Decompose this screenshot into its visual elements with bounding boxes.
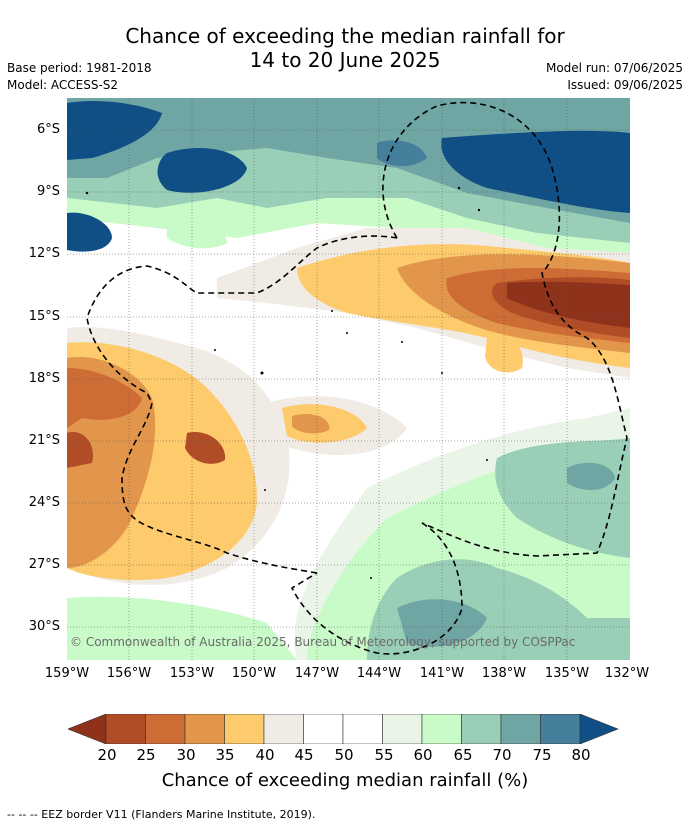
colorbar-segment (540, 714, 581, 744)
colorbar-segments (68, 714, 619, 744)
colorbar-tick-60: 60 (413, 746, 433, 764)
wet-band-north-teal (67, 98, 630, 223)
map-title-line2: 14 to 20 June 2025 (249, 48, 441, 72)
colorbar (68, 714, 619, 744)
dry-west-core2 (185, 432, 226, 464)
blue-core-east2 (377, 140, 427, 167)
dry-west-darkorange (67, 368, 142, 428)
model-name-text: Model: ACCESS-S2 (7, 78, 119, 92)
wet-east-teal (567, 462, 615, 490)
colorbar-segment (224, 714, 265, 744)
colorbar-tick-45: 45 (294, 746, 314, 764)
colorbar-tick-25: 25 (136, 746, 156, 764)
lat-label-12s: 12°S (28, 246, 60, 261)
colorbar-segment (461, 714, 502, 744)
colorbar-tick-75: 75 (532, 746, 552, 764)
lon-label-132w: 132°W (604, 666, 650, 681)
lat-label-18s: 18°S (28, 371, 60, 386)
colorbar-tick-70: 70 (492, 746, 512, 764)
lon-label-141w: 141°W (419, 666, 465, 681)
colorbar-segment (145, 714, 186, 744)
colorbar-segment (105, 714, 146, 744)
colorbar-segment (500, 714, 541, 744)
wet-band-north-green-patch (167, 224, 227, 249)
eez-footnote: -- -- -- EEZ border V11 (Flanders Marine… (7, 808, 316, 821)
colorbar-tick-65: 65 (453, 746, 473, 764)
lon-label-144w: 144°W (356, 666, 402, 681)
colorbar-tick-80: 80 (571, 746, 591, 764)
colorbar-segment (303, 714, 344, 744)
lon-label-153w: 153°W (169, 666, 215, 681)
lon-label-135w: 135°W (544, 666, 590, 681)
lat-label-30s: 30°S (28, 619, 60, 634)
rainfall-probability-map: © Commonwealth of Australia 2025, Bureau… (67, 98, 630, 660)
island-markers (85, 186, 488, 579)
colorbar-segment (263, 714, 304, 744)
lat-label-27s: 27°S (28, 557, 60, 572)
colorbar-extend-high (579, 714, 619, 744)
lat-label-15s: 15°S (28, 309, 60, 324)
eez-border-lines (86, 101, 628, 655)
colorbar-segment (382, 714, 423, 744)
map-title-line1: Chance of exceeding the median rainfall … (125, 24, 565, 48)
colorbar-tick-50: 50 (334, 746, 354, 764)
blue-core-west (67, 101, 162, 160)
colorbar-tick-35: 35 (215, 746, 235, 764)
colorbar-tick-30: 30 (176, 746, 196, 764)
colorbar-extend-low (68, 714, 107, 744)
lon-label-138w: 138°W (481, 666, 527, 681)
lon-label-159w: 159°W (44, 666, 90, 681)
issued-date-text: Issued: 09/06/2025 (567, 78, 683, 92)
dry-central-orange (292, 413, 330, 434)
lon-label-150w: 150°W (231, 666, 277, 681)
colorbar-tick-40: 40 (255, 746, 275, 764)
colorbar-label: Chance of exceeding median rainfall (%) (161, 770, 529, 791)
wet-south-light2 (67, 596, 297, 660)
colorbar-segment (421, 714, 462, 744)
lon-label-156w: 156°W (106, 666, 152, 681)
colorbar-segment (342, 714, 383, 744)
blue-core-east (441, 130, 630, 213)
copyright-text: © Commonwealth of Australia 2025, Bureau… (70, 635, 575, 649)
lat-label-24s: 24°S (28, 495, 60, 510)
blue-core-central (157, 148, 247, 193)
colorbar-segment (184, 714, 225, 744)
lon-label-147w: 147°W (294, 666, 340, 681)
dry-band-darkbrown (507, 281, 630, 328)
lat-label-9s: 9°S (36, 184, 60, 199)
graticule-lines (67, 98, 630, 660)
colorbar-tick-55: 55 (374, 746, 394, 764)
lat-label-21s: 21°S (28, 433, 60, 448)
model-run-text: Model run: 07/06/2025 (545, 61, 683, 75)
colorbar-tick-20: 20 (97, 746, 117, 764)
base-period-text: Base period: 1981-2018 (7, 61, 152, 75)
blue-core-west2 (67, 212, 112, 252)
dry-east-yellow (485, 336, 523, 373)
lat-label-6s: 6°S (36, 122, 60, 137)
